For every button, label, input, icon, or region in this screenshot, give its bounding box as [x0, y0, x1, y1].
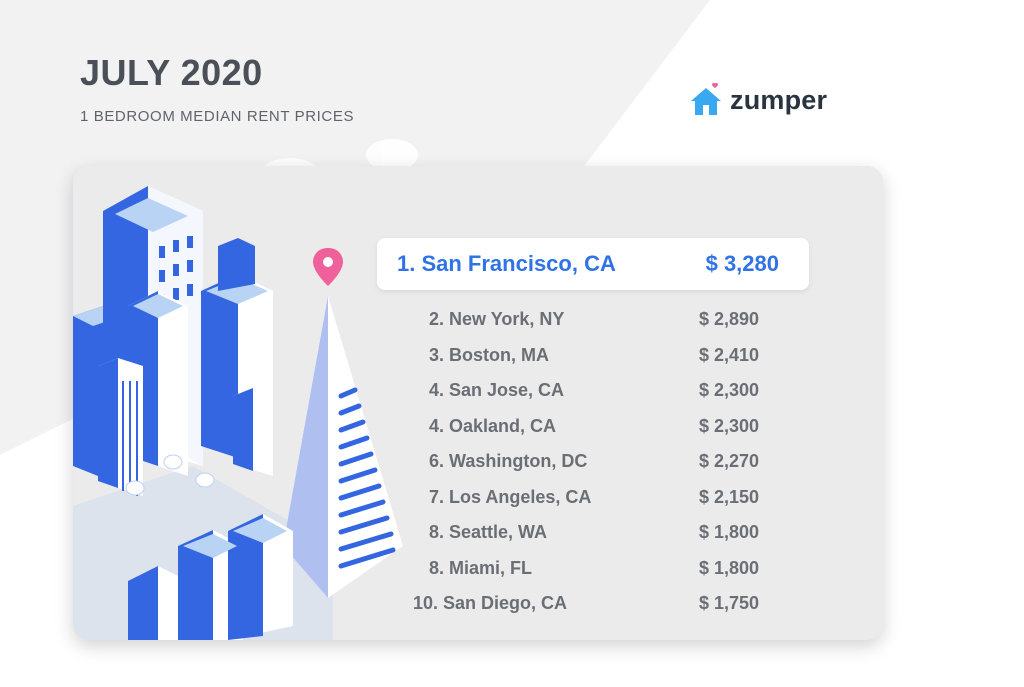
list-item: 6. Washington, DC $ 2,270 [413, 444, 773, 480]
list-item: 4. Oakland, CA $ 2,300 [413, 409, 773, 445]
city-illustration [73, 186, 403, 640]
rank-city: 2. New York, NY [429, 309, 565, 330]
rank-city: 8. Seattle, WA [429, 522, 548, 543]
rank-top-row: 1. San Francisco, CA $ 3,280 [377, 238, 809, 290]
rank-price: $ 1,800 [699, 557, 760, 578]
rank-price: $ 2,300 [699, 415, 760, 436]
rank-price: $ 2,150 [699, 486, 760, 507]
rank-city: 7. Los Angeles, CA [429, 486, 592, 507]
rank-city: 6. Washington, DC [429, 451, 588, 472]
rank-price: $ 1,800 [699, 522, 760, 543]
list-item: 8. Miami, FL $ 1,800 [413, 551, 773, 587]
list-item: 3. Boston, MA $ 2,410 [413, 338, 773, 374]
list-item: 4. San Jose, CA $ 2,300 [413, 373, 773, 409]
list-item: 2. New York, NY $ 2,890 [413, 302, 773, 338]
rank-city: 4. Oakland, CA [429, 415, 557, 436]
list-item: 7. Los Angeles, CA $ 2,150 [413, 480, 773, 516]
ranking-card: 1. San Francisco, CA $ 3,280 2. New York… [73, 166, 883, 640]
rank-city: 1. San Francisco, CA [397, 251, 616, 276]
list-item: 10. San Diego, CA $ 1,750 [413, 586, 773, 622]
house-heart-icon [691, 82, 721, 115]
list-item: 8. Seattle, WA $ 1,800 [413, 515, 773, 551]
rank-city: 10. San Diego, CA [413, 593, 568, 614]
brand-name: zumper [730, 84, 828, 115]
rank-price: $ 2,300 [699, 380, 760, 401]
page-title: JULY 2020 [80, 52, 263, 93]
rank-price: $ 2,410 [699, 344, 760, 365]
rank-price: $ 2,890 [699, 309, 760, 330]
rank-list: 2. New York, NY $ 2,890 3. Boston, MA $ … [413, 302, 773, 622]
rank-city: 3. Boston, MA [429, 344, 549, 365]
rank-city: 4. San Jose, CA [429, 380, 565, 401]
location-pin-icon [313, 248, 343, 286]
page-subtitle: 1 BEDROOM MEDIAN RENT PRICES [80, 108, 355, 125]
rank-city: 8. Miami, FL [429, 557, 533, 578]
zumper-logo: zumper [688, 80, 827, 120]
rank-price: $ 2,270 [699, 451, 760, 472]
rank-price: $ 3,280 [705, 251, 779, 276]
rank-price: $ 1,750 [699, 593, 760, 614]
